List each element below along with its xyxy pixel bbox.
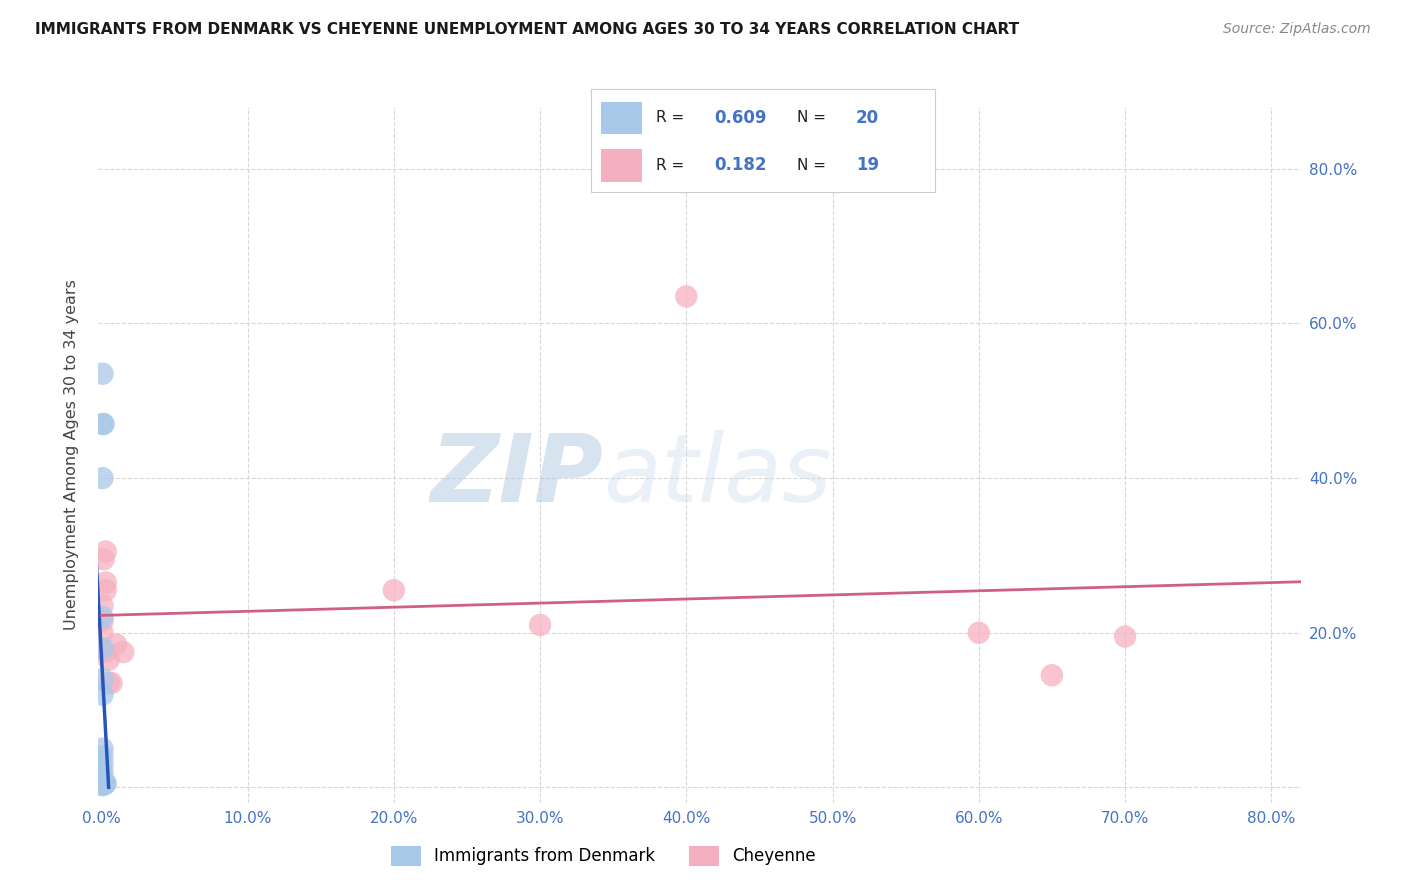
Point <box>94 645 117 659</box>
Point <box>93 417 115 431</box>
Point <box>91 672 114 686</box>
Point <box>104 637 127 651</box>
Text: R =: R = <box>657 111 689 126</box>
Point <box>94 776 117 790</box>
Point <box>91 749 114 764</box>
Bar <box>600 149 643 181</box>
Point <box>94 776 117 790</box>
Point <box>675 289 697 303</box>
Point <box>91 764 114 779</box>
Point <box>91 367 114 381</box>
Text: 0.182: 0.182 <box>714 156 768 174</box>
Point <box>529 618 551 632</box>
Text: R =: R = <box>657 158 689 173</box>
Point <box>1040 668 1063 682</box>
Point <box>91 614 114 628</box>
Point <box>94 575 117 590</box>
Point <box>97 653 120 667</box>
Point <box>94 544 117 558</box>
Bar <box>600 102 643 135</box>
Point <box>1114 630 1136 644</box>
Point <box>91 772 114 787</box>
Point <box>91 778 114 792</box>
Point <box>91 471 114 485</box>
Point <box>91 688 114 702</box>
Legend: Immigrants from Denmark, Cheyenne: Immigrants from Denmark, Cheyenne <box>382 838 824 874</box>
Y-axis label: Unemployment Among Ages 30 to 34 years: Unemployment Among Ages 30 to 34 years <box>65 279 79 631</box>
Point <box>967 625 990 640</box>
Point <box>97 676 120 690</box>
Point <box>91 417 114 431</box>
Text: Source: ZipAtlas.com: Source: ZipAtlas.com <box>1223 22 1371 37</box>
Point <box>382 583 405 598</box>
Point <box>94 583 117 598</box>
Text: 20: 20 <box>856 109 879 127</box>
Point <box>91 772 114 787</box>
Point <box>91 599 114 613</box>
Text: atlas: atlas <box>603 430 831 521</box>
Point <box>100 676 122 690</box>
Text: N =: N = <box>797 158 831 173</box>
Point <box>91 776 114 790</box>
Point <box>91 772 114 787</box>
Text: ZIP: ZIP <box>430 430 603 522</box>
Text: IMMIGRANTS FROM DENMARK VS CHEYENNE UNEMPLOYMENT AMONG AGES 30 TO 34 YEARS CORRE: IMMIGRANTS FROM DENMARK VS CHEYENNE UNEM… <box>35 22 1019 37</box>
Text: 0.609: 0.609 <box>714 109 768 127</box>
Point <box>91 778 114 792</box>
Point <box>91 625 114 640</box>
Point <box>112 645 135 659</box>
Text: N =: N = <box>797 111 831 126</box>
Point <box>91 741 114 756</box>
Text: 19: 19 <box>856 156 879 174</box>
Point <box>91 610 114 624</box>
Point <box>91 757 114 772</box>
Point <box>91 641 114 656</box>
Point <box>93 552 115 566</box>
